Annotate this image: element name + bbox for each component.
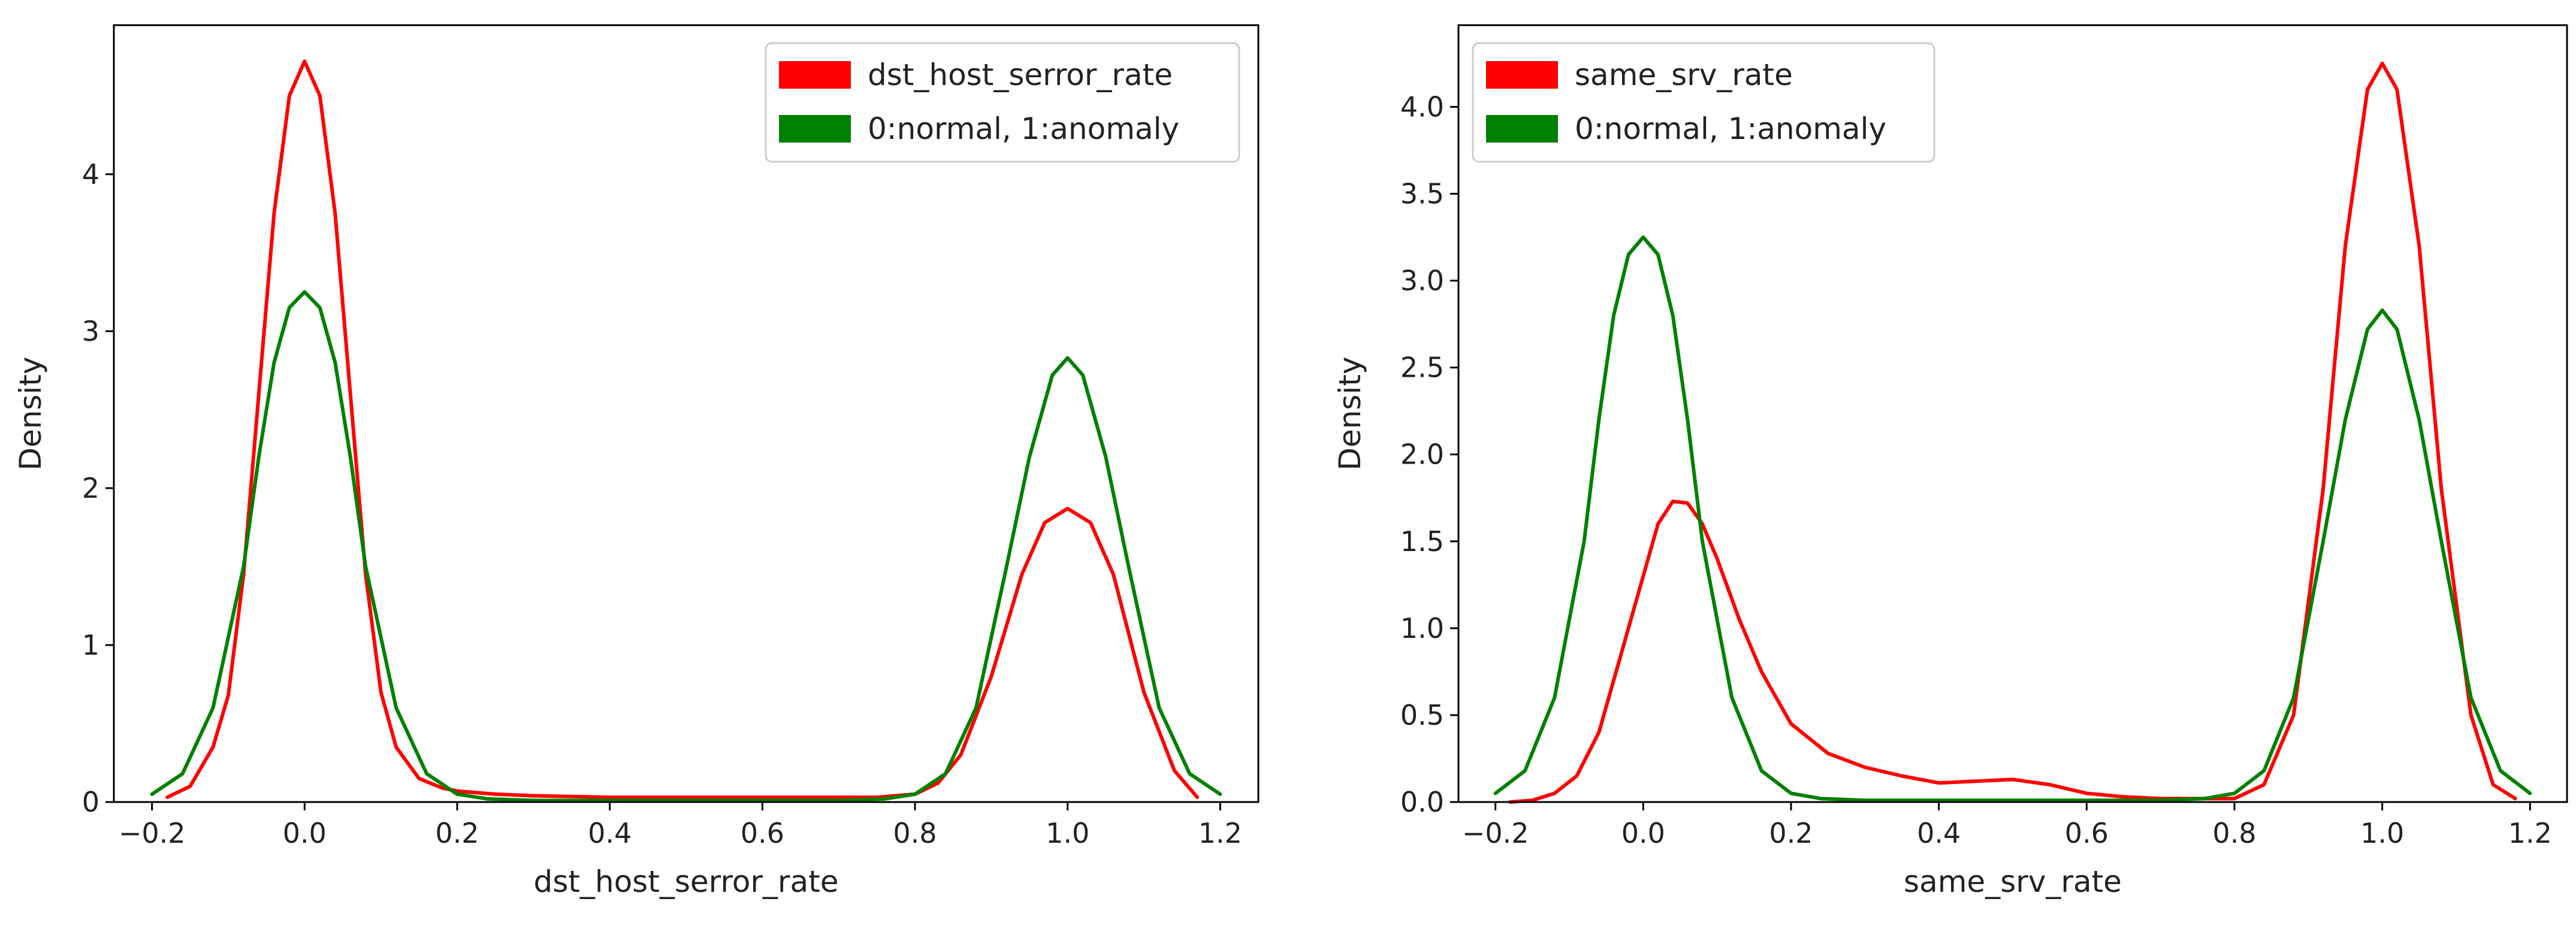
series-line-0-normal-1-anomaly	[150, 290, 1222, 803]
plot-frame	[1457, 24, 2568, 803]
x-tick-label: 0.4	[588, 817, 632, 849]
x-axis-label: dst_host_serror_rate	[534, 864, 839, 899]
chart-dst-host-serror-rate: −0.2 0.0 0.2 0.4 0.6 0.8 1.0 1.2 0 1 2 3 4 dst_host_s…	[13, 24, 1260, 899]
chart-same-srv-rate: −0.2 0.0 0.2 0.4 0.6 0.8 1.0 1.2 0.0 0.5 1.0 1.5 2.0…	[1333, 24, 2568, 899]
y-axis-label: Density	[1333, 356, 1367, 470]
x-tick-label: −0.2	[119, 817, 186, 849]
x-tick-label: 0.2	[435, 817, 479, 849]
x-tick-label: 0.0	[283, 817, 327, 849]
x-axis-label: same_srv_rate	[1904, 864, 2122, 899]
x-tick-label: 0.8	[2212, 817, 2256, 849]
y-tick-label: 2.0	[1400, 438, 1444, 471]
y-tick-label: 4	[82, 158, 99, 190]
series-line-same-srv-rate	[1508, 61, 2517, 804]
x-tick-label: −0.2	[1462, 817, 1529, 849]
legend: dst_host_serror_rate 0:normal, 1:anomaly	[765, 42, 1240, 163]
y-tick-label: 3.0	[1400, 265, 1444, 297]
series-line-dst-host-serror-rate	[165, 59, 1200, 800]
y-tick-label: 3.5	[1400, 177, 1444, 210]
x-tick-label: 1.2	[1198, 817, 1242, 849]
legend-box	[1472, 42, 1935, 163]
series-line-0-normal-1-anomaly	[1493, 235, 2532, 803]
legend-label-0-normal-1-anomaly: 0:normal, 1:anomaly	[1575, 111, 1886, 146]
y-tick-label: 4.0	[1400, 90, 1444, 123]
x-tick-label: 0.6	[2065, 817, 2109, 849]
legend-swatch-0-normal-1-anomaly	[779, 115, 851, 143]
x-tick-label: 0.8	[893, 817, 937, 849]
legend-swatch-dst-host-serror-rate	[779, 61, 851, 89]
y-tick-label: 0.5	[1400, 699, 1444, 731]
y-tick-label: 0.0	[1400, 786, 1444, 818]
y-tick-label: 2	[82, 472, 99, 504]
x-tick-label: 0.0	[1621, 817, 1665, 849]
x-tick-label: 0.6	[741, 817, 784, 849]
y-tick-label: 2.5	[1400, 352, 1444, 384]
x-tick-label: 1.0	[2360, 817, 2404, 849]
y-tick-label: 0	[82, 786, 99, 818]
legend-box	[765, 42, 1240, 163]
y-tick-label: 1.0	[1400, 612, 1444, 644]
legend-swatch-same-srv-rate	[1486, 61, 1558, 89]
x-tick-label: 1.2	[2508, 817, 2552, 849]
legend-label-0-normal-1-anomaly: 0:normal, 1:anomaly	[868, 111, 1179, 146]
x-tick-label: 0.2	[1769, 817, 1813, 849]
y-tick-label: 3	[82, 315, 99, 347]
y-axis-label: Density	[13, 356, 48, 470]
legend-label-same-srv-rate: same_srv_rate	[1575, 58, 1793, 92]
legend-swatch-0-normal-1-anomaly	[1486, 115, 1558, 143]
y-tick-label: 1.5	[1400, 525, 1444, 558]
legend-label-dst-host-serror-rate: dst_host_serror_rate	[868, 58, 1173, 92]
plot-frame	[113, 24, 1260, 803]
x-tick-label: 1.0	[1046, 817, 1089, 849]
legend: same_srv_rate 0:normal, 1:anomaly	[1472, 42, 1935, 163]
x-tick-label: 0.4	[1917, 817, 1961, 849]
y-tick-label: 1	[82, 629, 99, 661]
